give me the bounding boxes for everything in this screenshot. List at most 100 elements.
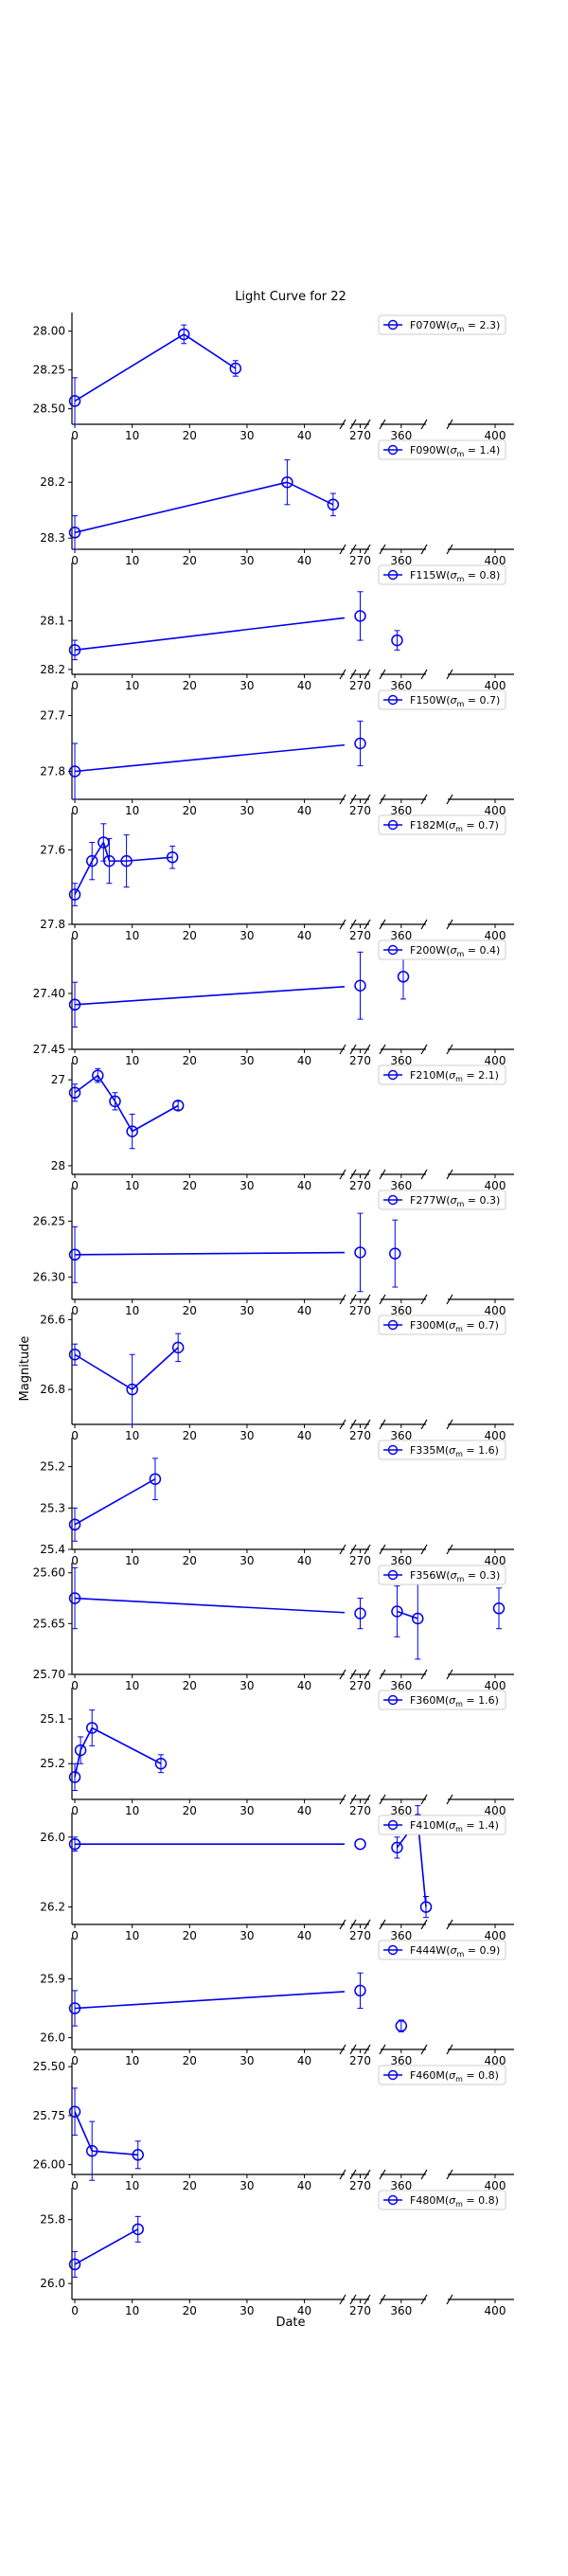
legend: F115W(σm = 0.8) (378, 564, 506, 585)
x-tick-label: 0 (71, 1804, 79, 1817)
legend-label: F210M(σm = 2.1) (410, 1069, 499, 1083)
panel-f115w: 28.1 28.2 0 10 20 30 40 270 360 400 F115W(σm = 0.8… (40, 563, 514, 692)
y-tick-label: 27.8 (40, 765, 65, 778)
x-tick-label: 40 (297, 2179, 311, 2192)
data-point (68, 527, 81, 539)
x-tick-label: 10 (125, 1929, 139, 1942)
x-tick-label: 20 (183, 1554, 197, 1567)
x-tick-label: 270 (349, 1554, 371, 1567)
legend: F070W(σm = 2.3) (378, 314, 506, 335)
legend-label: F460M(σm = 0.8) (410, 2069, 499, 2084)
x-tick-label: 40 (297, 1054, 311, 1067)
x-tick-label: 20 (183, 679, 197, 692)
legend-marker (387, 1694, 399, 1706)
axis-break-mark (446, 919, 453, 930)
x-tick-label: 270 (349, 1679, 371, 1692)
x-tick-label: 10 (125, 929, 139, 942)
axis-break-mark (420, 2169, 428, 2180)
axis-break-mark (339, 794, 346, 805)
axis-break-mark (349, 669, 357, 680)
series-line (74, 333, 185, 402)
axis-break-mark (339, 2294, 346, 2305)
x-tick-label: 30 (240, 929, 254, 942)
axis-break-mark (339, 1294, 346, 1305)
x-tick-label: 0 (71, 2304, 79, 2317)
x-tick-label: 400 (485, 1554, 506, 1567)
x-tick-label: 20 (183, 1054, 197, 1067)
axis-break-mark (364, 2044, 371, 2055)
legend-marker (387, 1819, 399, 1831)
legend-box (378, 564, 506, 585)
axis-break-mark (446, 669, 453, 680)
x-tick-label: 30 (240, 2179, 254, 2192)
y-tick-label: 28.25 (33, 364, 65, 377)
axis-break-mark (364, 1044, 371, 1055)
x-tick-label: 20 (183, 1804, 197, 1817)
axis-break-mark (339, 419, 346, 430)
axis-break-mark (364, 1294, 371, 1305)
axis-break-mark (364, 919, 371, 930)
x-tick-label: 20 (183, 2304, 197, 2317)
axis-break-mark (379, 2169, 386, 2180)
axis-break-mark (446, 2294, 453, 2305)
x-tick-label: 360 (390, 1429, 412, 1442)
y-tick-label: 26.2 (40, 1901, 65, 1914)
axis-break-mark (379, 1544, 386, 1555)
axis-break-mark (446, 1044, 453, 1055)
legend-marker (387, 1944, 399, 1956)
legend-box (378, 689, 506, 710)
data-point (132, 2149, 144, 2161)
x-tick-label: 0 (71, 2179, 79, 2192)
x-tick-label: 20 (183, 1429, 197, 1442)
data-point (68, 644, 81, 656)
axis-break-mark (349, 794, 357, 805)
data-point (389, 1247, 401, 1260)
x-tick-label: 20 (183, 1929, 197, 1942)
y-tick-label: 26.6 (40, 1313, 65, 1326)
data-point (354, 737, 366, 750)
y-tick-label: 28.2 (40, 663, 65, 676)
series-line (74, 617, 346, 652)
x-tick-label: 20 (183, 554, 197, 567)
axis-break-mark (379, 919, 386, 930)
axis-break-mark (364, 1669, 371, 1680)
series-line (126, 856, 173, 862)
axis-break-mark (339, 669, 346, 680)
data-point (354, 1607, 366, 1619)
axis-break-mark (349, 1669, 357, 1680)
axis-break-mark (349, 1169, 357, 1180)
legend-label: F360M(σm = 1.6) (410, 1694, 499, 1708)
y-tick-label: 28 (51, 1159, 65, 1172)
x-tick-label: 270 (349, 2054, 371, 2067)
x-tick-label: 30 (240, 1554, 254, 1567)
series-line (74, 986, 346, 1006)
data-point (354, 610, 366, 622)
legend-box (378, 1815, 506, 1835)
axis-break-mark (420, 1669, 428, 1680)
legend-box (378, 1940, 506, 1960)
legend-box (378, 2190, 506, 2210)
legend-marker (387, 819, 399, 831)
x-tick-label: 10 (125, 2179, 139, 2192)
panel-f200w: 27.40 27.45 0 10 20 30 40 270 360 400 F200W(σm = 0… (33, 938, 514, 1067)
series-line (102, 842, 111, 862)
axis-break-mark (339, 2044, 346, 2055)
series-line (74, 743, 346, 773)
x-tick-label: 400 (485, 1929, 506, 1942)
axis-break-mark (420, 544, 428, 555)
axis-break-mark (379, 1419, 386, 1430)
data-point (68, 395, 81, 407)
legend-label: F070W(σm = 2.3) (410, 319, 500, 333)
x-tick-label: 360 (390, 804, 412, 817)
axis-break-mark (339, 1419, 346, 1430)
series-line (397, 1610, 418, 1619)
data-point (126, 1383, 138, 1396)
series-line (75, 1251, 346, 1256)
axis-break-mark (364, 794, 371, 805)
legend-label: F410M(σm = 1.4) (410, 1819, 499, 1834)
legend: F335M(σm = 1.6) (378, 1440, 506, 1460)
axis-break-mark (364, 1544, 371, 1555)
axis-break-mark (379, 1044, 386, 1055)
legend-box (378, 1064, 506, 1085)
x-tick-label: 0 (71, 429, 79, 442)
